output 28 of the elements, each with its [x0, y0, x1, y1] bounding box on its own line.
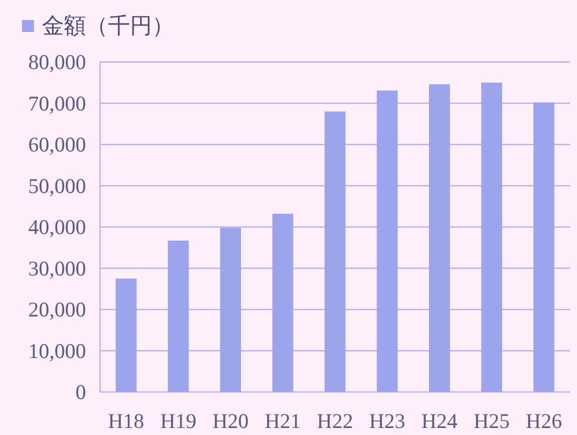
- x-tick-label: H20: [212, 409, 249, 433]
- x-tick-label: H23: [369, 409, 406, 433]
- x-tick-label: H24: [421, 409, 458, 433]
- y-tick-label: 20,000: [28, 298, 86, 322]
- y-tick-label: 80,000: [28, 50, 86, 74]
- x-tick-label: H19: [160, 409, 196, 433]
- y-tick-label: 60,000: [28, 132, 86, 156]
- x-tick-label: H22: [316, 409, 354, 433]
- x-tick-label: H18: [108, 409, 144, 433]
- bar: [481, 82, 502, 392]
- bar: [272, 214, 294, 392]
- bar: [533, 102, 554, 392]
- y-tick-label: 10,000: [28, 338, 86, 363]
- y-tick-label: 30,000: [28, 256, 86, 280]
- x-tick-label: H26: [526, 409, 562, 433]
- x-tick-label: H21: [264, 409, 301, 433]
- bar: [220, 228, 241, 392]
- x-tick-label: H25: [474, 409, 510, 433]
- y-tick-label: 50,000: [28, 174, 86, 198]
- bar: [324, 112, 346, 392]
- bar: [116, 278, 137, 392]
- y-tick-label: 40,000: [28, 215, 86, 239]
- legend-label: 金額（千円）: [42, 14, 174, 39]
- y-tick-label: 0: [76, 380, 86, 404]
- bar: [376, 90, 398, 392]
- bar: [168, 240, 189, 392]
- bar: [429, 84, 450, 392]
- y-tick-label: 70,000: [28, 91, 86, 116]
